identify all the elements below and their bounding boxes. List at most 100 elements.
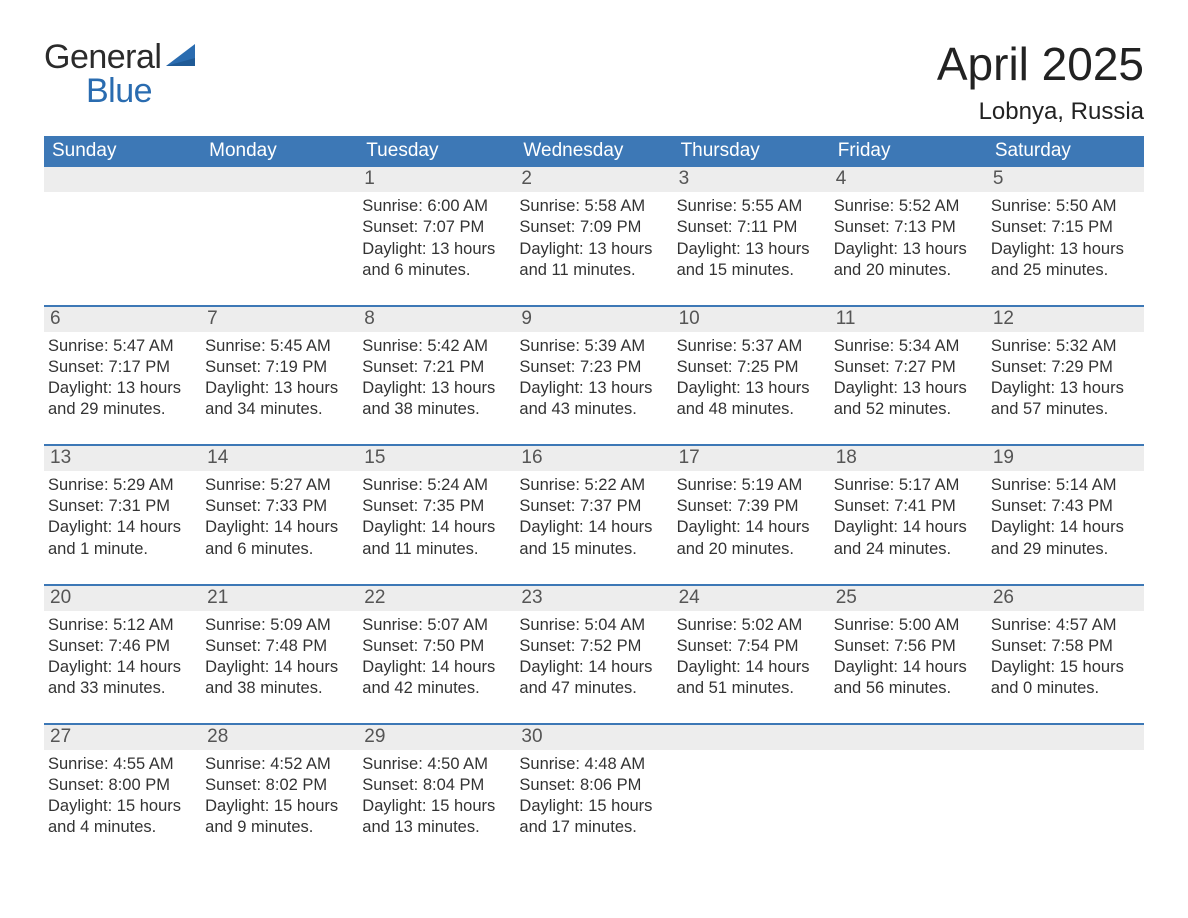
day-number xyxy=(673,725,830,750)
day-cell: 21Sunrise: 5:09 AM Sunset: 7:48 PM Dayli… xyxy=(201,586,358,699)
day-details xyxy=(673,750,830,810)
calendar-page: General Blue April 2025 Lobnya, Russia S… xyxy=(0,0,1188,918)
day-cell: 28Sunrise: 4:52 AM Sunset: 8:02 PM Dayli… xyxy=(201,725,358,838)
day-cell: 30Sunrise: 4:48 AM Sunset: 8:06 PM Dayli… xyxy=(515,725,672,838)
day-cell: 4Sunrise: 5:52 AM Sunset: 7:13 PM Daylig… xyxy=(830,167,987,280)
day-cell xyxy=(44,167,201,280)
day-cell xyxy=(987,725,1144,838)
day-number: 20 xyxy=(44,586,201,611)
day-number: 26 xyxy=(987,586,1144,611)
day-cell: 26Sunrise: 4:57 AM Sunset: 7:58 PM Dayli… xyxy=(987,586,1144,699)
day-cell: 7Sunrise: 5:45 AM Sunset: 7:19 PM Daylig… xyxy=(201,307,358,420)
day-details: Sunrise: 5:29 AM Sunset: 7:31 PM Dayligh… xyxy=(44,471,201,559)
day-cell xyxy=(201,167,358,280)
day-number: 7 xyxy=(201,307,358,332)
week-row: 27Sunrise: 4:55 AM Sunset: 8:00 PM Dayli… xyxy=(44,723,1144,838)
weekday-label: Saturday xyxy=(987,136,1144,167)
calendar-body: 1Sunrise: 6:00 AM Sunset: 7:07 PM Daylig… xyxy=(44,167,1144,838)
day-details: Sunrise: 6:00 AM Sunset: 7:07 PM Dayligh… xyxy=(358,192,515,280)
day-cell: 9Sunrise: 5:39 AM Sunset: 7:23 PM Daylig… xyxy=(515,307,672,420)
day-number: 17 xyxy=(673,446,830,471)
day-cell: 13Sunrise: 5:29 AM Sunset: 7:31 PM Dayli… xyxy=(44,446,201,559)
day-details: Sunrise: 5:19 AM Sunset: 7:39 PM Dayligh… xyxy=(673,471,830,559)
day-details xyxy=(830,750,987,810)
logo-text-1: General xyxy=(44,40,161,74)
day-cell: 17Sunrise: 5:19 AM Sunset: 7:39 PM Dayli… xyxy=(673,446,830,559)
day-details: Sunrise: 4:52 AM Sunset: 8:02 PM Dayligh… xyxy=(201,750,358,838)
day-details: Sunrise: 4:50 AM Sunset: 8:04 PM Dayligh… xyxy=(358,750,515,838)
day-details: Sunrise: 5:52 AM Sunset: 7:13 PM Dayligh… xyxy=(830,192,987,280)
logo: General Blue xyxy=(44,40,197,108)
weekday-label: Thursday xyxy=(673,136,830,167)
day-details: Sunrise: 5:17 AM Sunset: 7:41 PM Dayligh… xyxy=(830,471,987,559)
day-details xyxy=(987,750,1144,810)
day-number: 9 xyxy=(515,307,672,332)
day-details: Sunrise: 5:07 AM Sunset: 7:50 PM Dayligh… xyxy=(358,611,515,699)
weekday-label: Wednesday xyxy=(515,136,672,167)
day-number: 2 xyxy=(515,167,672,192)
day-number: 27 xyxy=(44,725,201,750)
day-number: 28 xyxy=(201,725,358,750)
day-details: Sunrise: 5:09 AM Sunset: 7:48 PM Dayligh… xyxy=(201,611,358,699)
week-row: 20Sunrise: 5:12 AM Sunset: 7:46 PM Dayli… xyxy=(44,584,1144,699)
day-number: 12 xyxy=(987,307,1144,332)
day-details xyxy=(44,192,201,252)
day-number: 14 xyxy=(201,446,358,471)
day-number: 13 xyxy=(44,446,201,471)
day-number: 5 xyxy=(987,167,1144,192)
day-number: 18 xyxy=(830,446,987,471)
day-details: Sunrise: 5:14 AM Sunset: 7:43 PM Dayligh… xyxy=(987,471,1144,559)
day-number xyxy=(44,167,201,192)
day-cell: 11Sunrise: 5:34 AM Sunset: 7:27 PM Dayli… xyxy=(830,307,987,420)
day-cell: 6Sunrise: 5:47 AM Sunset: 7:17 PM Daylig… xyxy=(44,307,201,420)
day-details: Sunrise: 5:58 AM Sunset: 7:09 PM Dayligh… xyxy=(515,192,672,280)
weekday-label: Monday xyxy=(201,136,358,167)
day-cell xyxy=(830,725,987,838)
weekday-label: Friday xyxy=(830,136,987,167)
topbar: General Blue April 2025 Lobnya, Russia xyxy=(44,40,1144,126)
day-number: 10 xyxy=(673,307,830,332)
day-cell: 10Sunrise: 5:37 AM Sunset: 7:25 PM Dayli… xyxy=(673,307,830,420)
day-number: 29 xyxy=(358,725,515,750)
day-number: 3 xyxy=(673,167,830,192)
day-cell xyxy=(673,725,830,838)
sail-icon xyxy=(165,40,197,74)
day-number: 4 xyxy=(830,167,987,192)
day-number: 1 xyxy=(358,167,515,192)
day-cell: 8Sunrise: 5:42 AM Sunset: 7:21 PM Daylig… xyxy=(358,307,515,420)
day-cell: 29Sunrise: 4:50 AM Sunset: 8:04 PM Dayli… xyxy=(358,725,515,838)
week-row: 13Sunrise: 5:29 AM Sunset: 7:31 PM Dayli… xyxy=(44,444,1144,559)
month-title: April 2025 xyxy=(937,40,1144,88)
weekday-label: Tuesday xyxy=(358,136,515,167)
day-number: 24 xyxy=(673,586,830,611)
day-cell: 15Sunrise: 5:24 AM Sunset: 7:35 PM Dayli… xyxy=(358,446,515,559)
week-row: 1Sunrise: 6:00 AM Sunset: 7:07 PM Daylig… xyxy=(44,167,1144,280)
day-details xyxy=(201,192,358,252)
day-details: Sunrise: 5:12 AM Sunset: 7:46 PM Dayligh… xyxy=(44,611,201,699)
day-details: Sunrise: 4:48 AM Sunset: 8:06 PM Dayligh… xyxy=(515,750,672,838)
day-cell: 27Sunrise: 4:55 AM Sunset: 8:00 PM Dayli… xyxy=(44,725,201,838)
day-details: Sunrise: 5:39 AM Sunset: 7:23 PM Dayligh… xyxy=(515,332,672,420)
day-details: Sunrise: 5:22 AM Sunset: 7:37 PM Dayligh… xyxy=(515,471,672,559)
day-details: Sunrise: 5:50 AM Sunset: 7:15 PM Dayligh… xyxy=(987,192,1144,280)
day-details: Sunrise: 5:42 AM Sunset: 7:21 PM Dayligh… xyxy=(358,332,515,420)
day-cell: 25Sunrise: 5:00 AM Sunset: 7:56 PM Dayli… xyxy=(830,586,987,699)
day-number xyxy=(987,725,1144,750)
day-cell: 23Sunrise: 5:04 AM Sunset: 7:52 PM Dayli… xyxy=(515,586,672,699)
day-number xyxy=(201,167,358,192)
day-number: 16 xyxy=(515,446,672,471)
day-number: 19 xyxy=(987,446,1144,471)
day-cell: 18Sunrise: 5:17 AM Sunset: 7:41 PM Dayli… xyxy=(830,446,987,559)
day-cell: 14Sunrise: 5:27 AM Sunset: 7:33 PM Dayli… xyxy=(201,446,358,559)
day-details: Sunrise: 5:55 AM Sunset: 7:11 PM Dayligh… xyxy=(673,192,830,280)
day-cell: 2Sunrise: 5:58 AM Sunset: 7:09 PM Daylig… xyxy=(515,167,672,280)
day-cell: 12Sunrise: 5:32 AM Sunset: 7:29 PM Dayli… xyxy=(987,307,1144,420)
day-cell: 3Sunrise: 5:55 AM Sunset: 7:11 PM Daylig… xyxy=(673,167,830,280)
day-number: 22 xyxy=(358,586,515,611)
day-number: 23 xyxy=(515,586,672,611)
day-number xyxy=(830,725,987,750)
day-details: Sunrise: 4:55 AM Sunset: 8:00 PM Dayligh… xyxy=(44,750,201,838)
day-details: Sunrise: 5:47 AM Sunset: 7:17 PM Dayligh… xyxy=(44,332,201,420)
day-details: Sunrise: 5:02 AM Sunset: 7:54 PM Dayligh… xyxy=(673,611,830,699)
weekday-header: Sunday Monday Tuesday Wednesday Thursday… xyxy=(44,136,1144,167)
